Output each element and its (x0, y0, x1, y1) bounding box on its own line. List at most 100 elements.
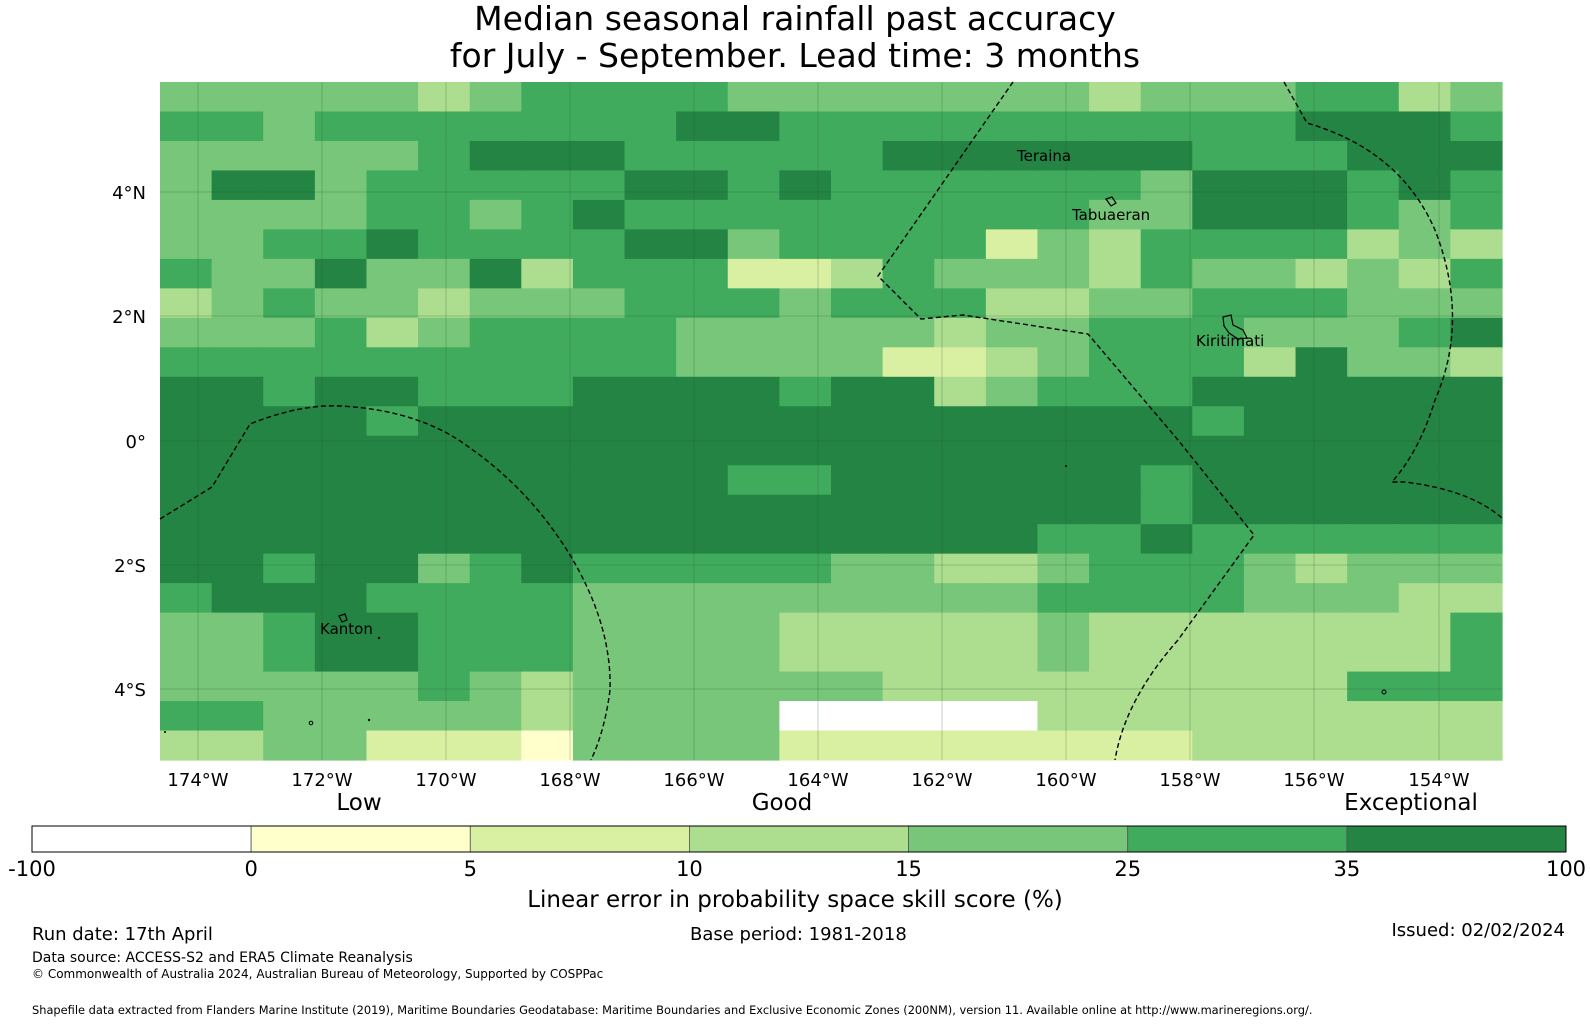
skill-cell (211, 82, 264, 113)
skill-cell (1243, 347, 1297, 378)
skill-cell (1295, 465, 1348, 496)
skill-cell (624, 583, 677, 614)
skill-cell (1398, 317, 1451, 348)
skill-cell (366, 111, 419, 142)
skill-cell (572, 82, 626, 113)
skill-cell (934, 612, 987, 643)
skill-cell (1192, 347, 1245, 378)
skill-cell (882, 524, 935, 555)
skill-cell (1037, 642, 1090, 673)
skill-cell (727, 199, 780, 230)
skill-cell (366, 465, 419, 496)
skill-cell (366, 199, 419, 230)
skill-cell (624, 494, 677, 525)
skill-cell (1450, 229, 1503, 260)
skill-cell (1192, 288, 1245, 319)
island-dot-5 (1065, 465, 1067, 467)
copyright: © Commonwealth of Australia 2024, Austra… (32, 967, 604, 981)
skill-cell (624, 317, 677, 348)
skill-cell (314, 701, 368, 732)
skill-cell (314, 82, 368, 113)
skill-cell (676, 258, 729, 289)
skill-cell (1037, 553, 1090, 584)
skill-cell (882, 583, 935, 614)
island-kiritimati-shape (1222, 314, 1248, 340)
skill-cell (1243, 583, 1297, 614)
skill-cell (572, 317, 626, 348)
skill-cell (779, 583, 832, 614)
skill-cell (1037, 258, 1090, 289)
skill-cell (934, 140, 987, 172)
skill-cell (934, 553, 987, 584)
skill-cell (831, 553, 884, 584)
skill-cell (160, 465, 213, 496)
skill-cell (1398, 376, 1451, 407)
skill-cell (882, 701, 935, 732)
skill-cell (624, 82, 677, 113)
skill-cell (1037, 170, 1090, 201)
skill-cell (572, 229, 626, 260)
skill-cell (521, 288, 574, 319)
skill-cell (366, 494, 419, 525)
skill-cell (1140, 642, 1193, 673)
skill-cell (1398, 553, 1451, 584)
lon-tick-label: 156°W (1283, 770, 1344, 791)
skill-cell (160, 258, 213, 289)
skill-cell (1192, 170, 1245, 201)
lon-tick-label: 174°W (167, 770, 228, 791)
skill-cell (1089, 258, 1142, 289)
skill-cell (1450, 82, 1503, 113)
skill-cell (1037, 288, 1090, 319)
skill-cell (1450, 317, 1503, 348)
colorbar-tick-label: 5 (464, 857, 477, 881)
skill-cell (572, 170, 626, 201)
colorbar-tick-label: 25 (1114, 857, 1141, 881)
skill-cell (882, 347, 935, 378)
skill-cell (314, 435, 368, 466)
skill-cell (1037, 111, 1090, 142)
skill-cell (160, 583, 213, 614)
skill-cell (572, 465, 626, 496)
skill-cell (521, 730, 574, 761)
skill-cell (263, 229, 316, 260)
graticule (160, 82, 1502, 760)
skill-cell (624, 671, 677, 702)
skill-cell (1037, 229, 1090, 260)
skill-cell (1140, 170, 1193, 201)
skill-cell (366, 701, 419, 732)
skill-cell (211, 583, 264, 614)
skill-cell (263, 82, 316, 113)
skill-cell (314, 465, 368, 496)
skill-cell (211, 730, 264, 761)
skill-cell (934, 583, 987, 614)
skill-cell (521, 583, 574, 614)
skill-cell (624, 730, 677, 761)
skill-cell (1089, 612, 1142, 643)
skill-cell (779, 288, 832, 319)
skill-cell (882, 199, 935, 230)
skill-cell (1243, 435, 1297, 466)
colorbar: Low Good Exceptional -100 0 5 10 15 25 35 100 L… (8, 790, 1586, 913)
skill-cell (676, 140, 729, 172)
skill-cell (1243, 642, 1297, 673)
lon-tick-label: 168°W (539, 770, 600, 791)
skill-cell (1347, 642, 1400, 673)
skill-cell (418, 730, 471, 761)
skill-cell (211, 524, 264, 555)
skill-cell (521, 82, 574, 113)
skill-cell (263, 671, 316, 702)
skill-cell (676, 671, 729, 702)
skill-cell (624, 140, 677, 172)
skill-cell (314, 730, 368, 761)
skill-cell (1089, 288, 1142, 319)
skill-cell (624, 199, 677, 230)
skill-cell (314, 140, 368, 172)
lat-tick-label: 2°S (114, 556, 146, 577)
skill-cell (211, 406, 264, 437)
skill-cell (779, 730, 832, 761)
skill-cell (418, 671, 471, 702)
skill-cell (779, 199, 832, 230)
skill-cell (1398, 170, 1451, 201)
skill-cell (624, 465, 677, 496)
skill-cell (779, 524, 832, 555)
